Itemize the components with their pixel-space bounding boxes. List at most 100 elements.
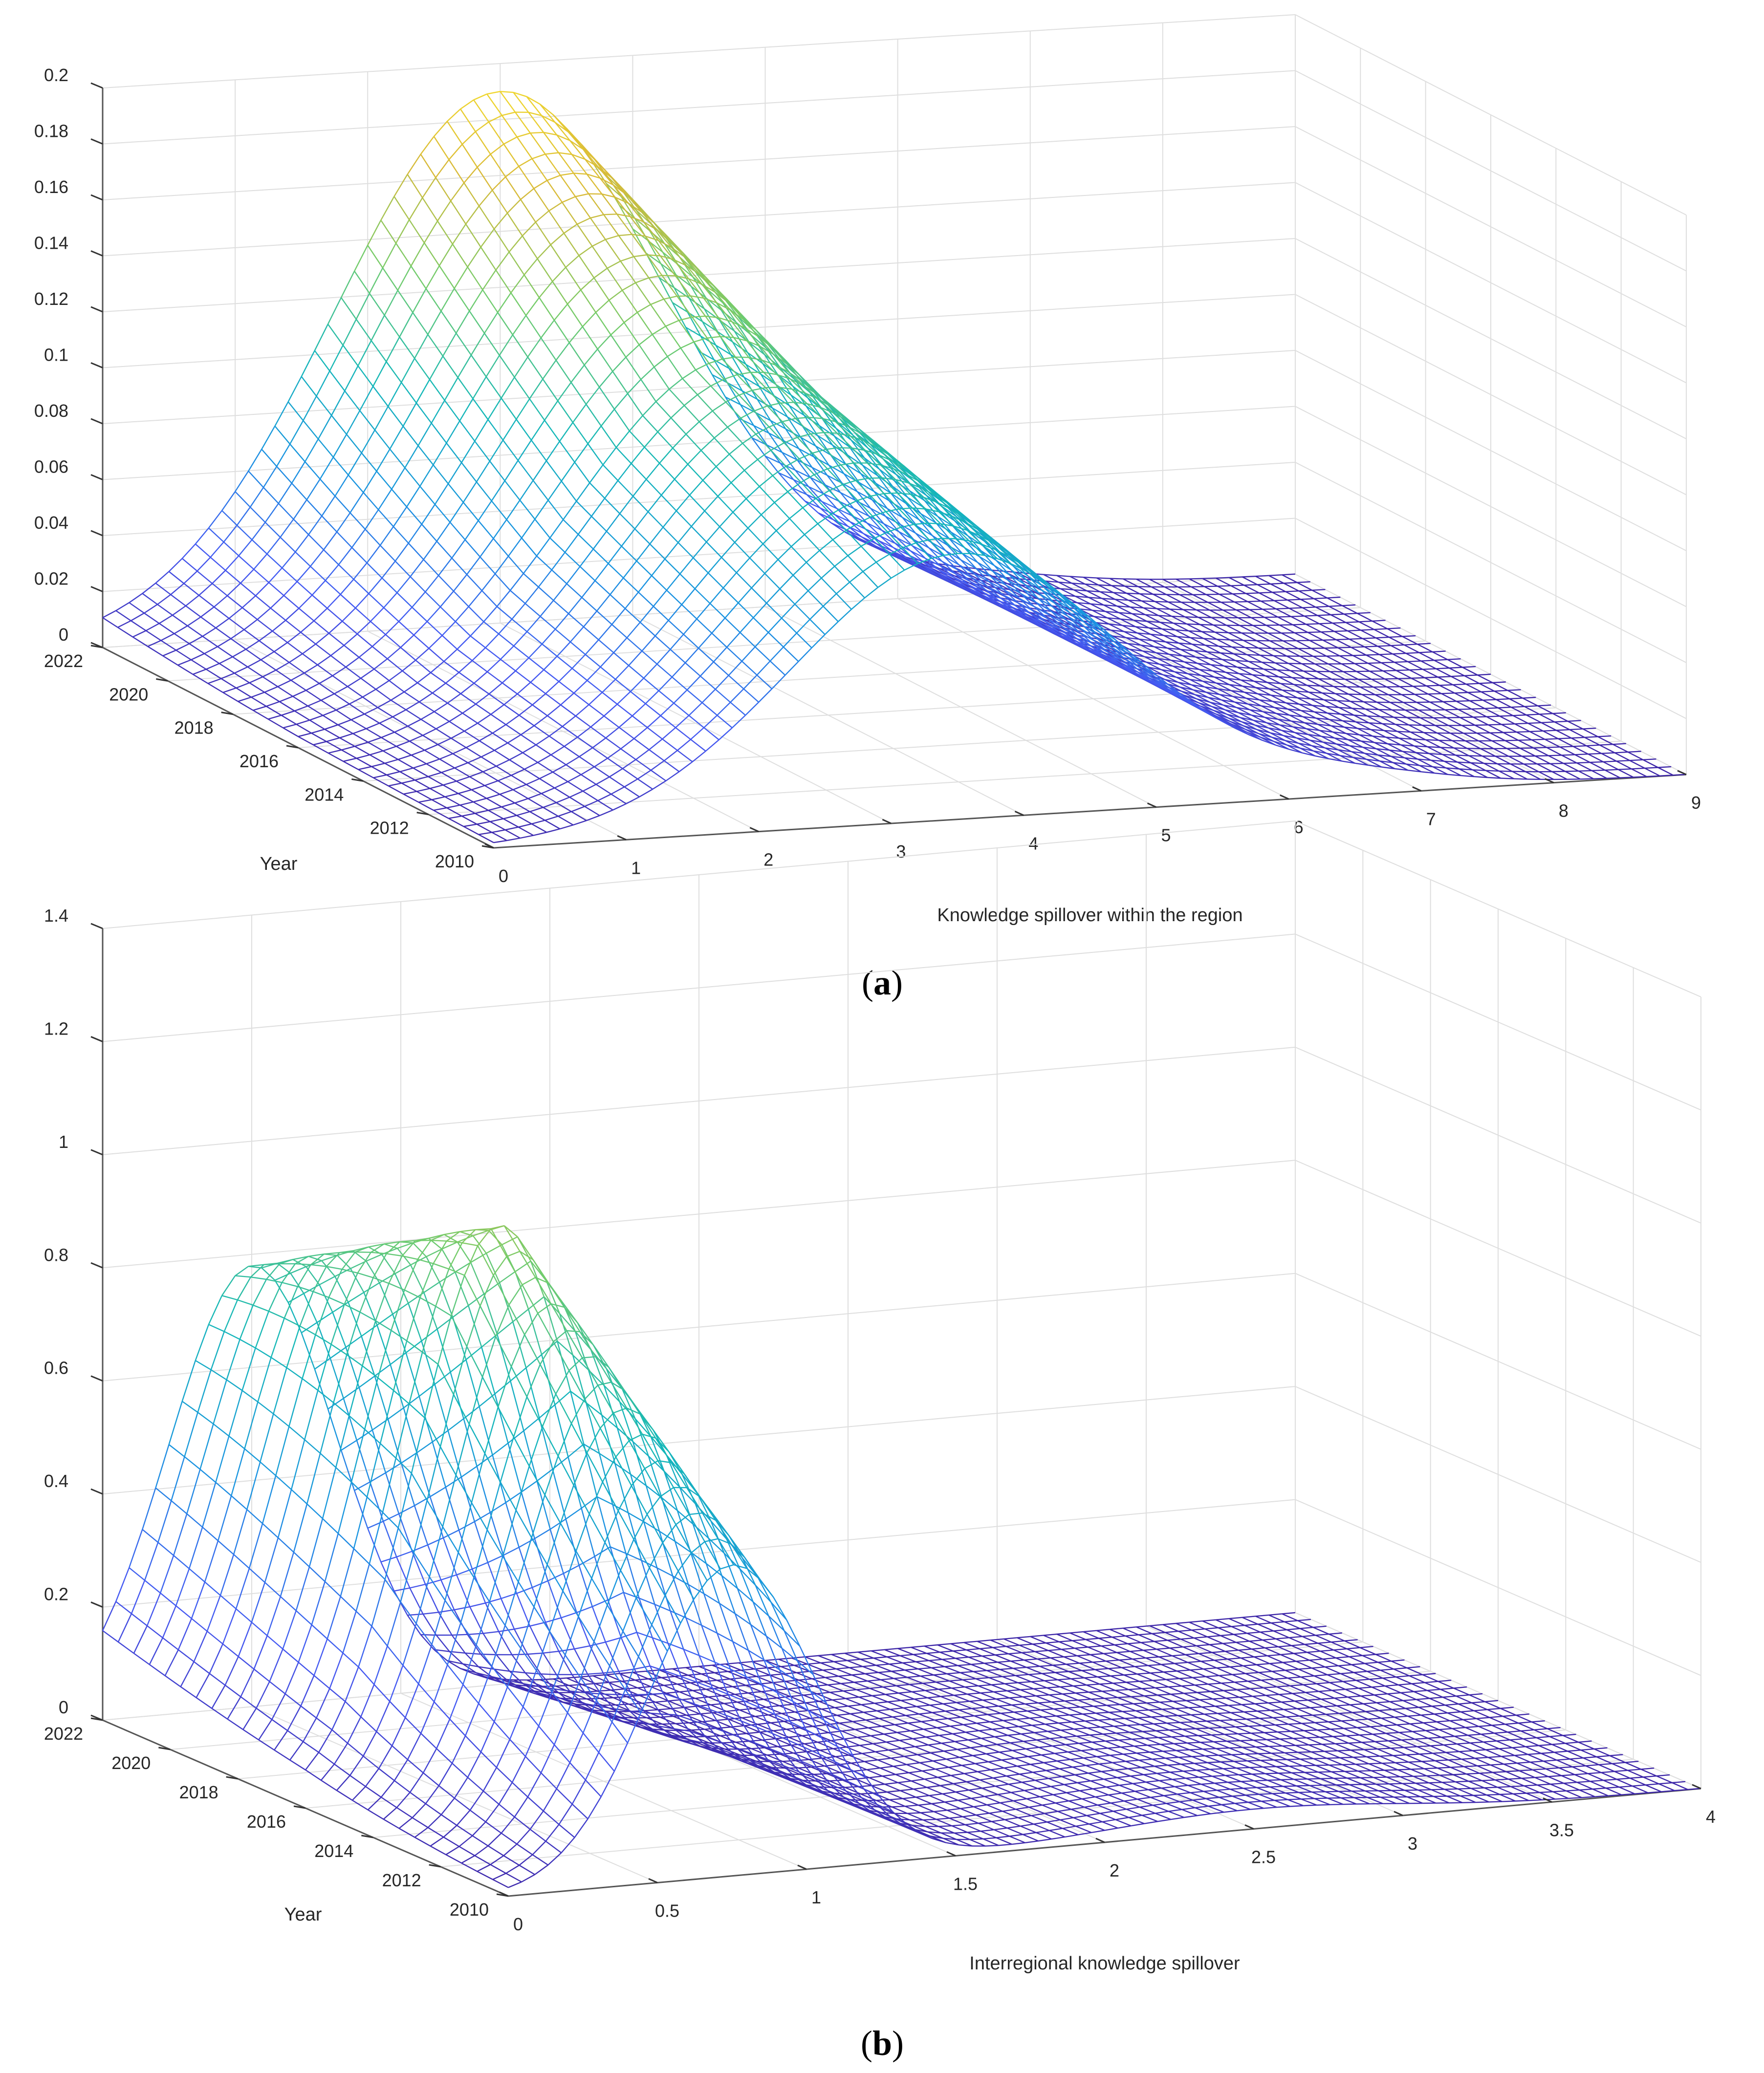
mesh-segment-x	[1120, 618, 1134, 621]
mesh-segment-x	[868, 516, 883, 531]
mesh-segment-y	[1158, 615, 1174, 624]
mesh-segment-x	[489, 439, 504, 462]
mesh-segment-x	[475, 693, 490, 705]
mesh-segment-x	[662, 252, 677, 276]
mesh-segment-x	[872, 511, 886, 517]
mesh-segment-x	[196, 557, 211, 572]
mesh-segment-x	[404, 682, 418, 692]
mesh-segment-x	[632, 1670, 646, 1673]
mesh-segment-y	[168, 571, 185, 584]
mesh-segment-x	[1254, 680, 1267, 683]
mesh-segment-x	[761, 502, 775, 516]
mesh-segment-y	[407, 725, 423, 736]
mesh-segment-y	[544, 820, 561, 830]
mesh-segment-y	[774, 502, 790, 519]
mesh-segment-y	[336, 709, 352, 720]
mesh-segment-x	[401, 358, 415, 383]
mesh-segment-y	[404, 691, 420, 703]
mesh-segment-y	[1605, 769, 1620, 778]
panel-b-chart: 00.511.522.533.5420102012201420162018202…	[44, 821, 1716, 1974]
mesh-segment-x	[545, 441, 560, 461]
mesh-segment-x	[602, 679, 616, 693]
mesh-segment-y	[1238, 617, 1254, 626]
mesh-segment-y	[1098, 584, 1114, 593]
mesh-segment-y	[1212, 670, 1228, 679]
mesh-segment-y	[794, 379, 810, 393]
mesh-segment-y	[1297, 582, 1312, 591]
mesh-segment-x	[1368, 764, 1382, 768]
mesh-segment-x	[1036, 577, 1051, 587]
mesh-segment-y	[1265, 675, 1281, 684]
mesh-segment-y	[395, 243, 412, 267]
mesh-segment-y	[1328, 663, 1344, 672]
mesh-segment-y	[900, 527, 916, 543]
mesh-segment-x	[994, 565, 1008, 581]
mesh-segment-y	[777, 559, 794, 576]
mesh-segment-y	[1190, 637, 1206, 646]
mesh-segment-x	[261, 651, 275, 661]
mesh-segment-y	[704, 510, 720, 527]
mesh-segment-y	[1398, 737, 1415, 747]
mesh-segment-y	[300, 631, 316, 645]
mesh-segment-x	[1174, 671, 1188, 674]
mesh-segment-y	[225, 570, 241, 584]
mesh-segment-x	[1214, 676, 1228, 679]
mesh-segment-y	[745, 498, 762, 516]
mesh-segment-x	[471, 785, 485, 791]
mesh-segment-y	[1310, 698, 1326, 707]
mesh-segment-y	[414, 779, 431, 789]
mesh-segment-x	[461, 813, 476, 817]
mesh-segment-y	[540, 337, 557, 361]
mesh-segment-x	[1197, 663, 1211, 666]
mesh-segment-y	[628, 665, 644, 679]
mesh-segment-y	[1224, 617, 1240, 626]
mesh-segment-x	[1408, 770, 1421, 773]
mesh-segment-y	[1412, 738, 1428, 748]
mesh-segment-x	[532, 693, 546, 706]
mesh-segment-x	[1282, 690, 1296, 692]
mesh-segment-x	[1145, 614, 1159, 616]
mesh-segment-y	[1292, 726, 1308, 735]
mesh-segment-y	[553, 600, 569, 614]
mesh-segment-x	[863, 533, 877, 544]
mesh-segment-x	[292, 690, 306, 697]
mesh-segment-x	[588, 691, 603, 705]
mesh-segment-y	[383, 750, 398, 760]
mesh-segment-y	[1000, 597, 1016, 606]
mesh-segment-x	[542, 628, 556, 645]
mesh-segment-y	[923, 561, 939, 570]
mesh-segment-y	[486, 93, 502, 116]
mesh-segment-y	[1327, 713, 1343, 721]
mesh-segment-x	[1222, 721, 1236, 729]
mesh-segment-y	[1047, 618, 1063, 627]
mesh-segment-y	[253, 710, 269, 720]
mesh-segment-x	[734, 527, 749, 543]
mesh-segment-x	[792, 561, 807, 576]
mesh-segment-y	[640, 379, 656, 402]
mesh-segment-x	[251, 691, 265, 698]
mesh-segment-x	[1220, 694, 1233, 697]
mesh-segment-x	[1560, 746, 1573, 748]
mesh-segment-y	[820, 407, 836, 422]
mesh-segment-y	[323, 549, 339, 565]
mesh-segment-x	[715, 291, 729, 303]
mesh-segment-y	[700, 335, 717, 346]
mesh-segment-y	[1223, 665, 1240, 674]
mesh-segment-x	[1175, 629, 1189, 632]
mesh-segment-x	[767, 402, 781, 407]
mesh-segment-x	[1484, 707, 1498, 709]
mesh-segment-y	[612, 371, 629, 394]
mesh-segment-y	[1361, 740, 1377, 750]
mesh-segment-y	[897, 1648, 914, 1655]
mesh-segment-x	[722, 356, 736, 360]
mesh-segment-x	[1236, 707, 1250, 711]
mesh-segment-y	[1469, 700, 1485, 709]
mesh-segment-y	[610, 594, 626, 609]
mesh-segment-x	[1383, 669, 1396, 672]
mesh-segment-x	[1103, 604, 1117, 607]
mesh-segment-x	[340, 579, 354, 595]
mesh-segment-x	[624, 312, 638, 323]
mesh-segment-y	[227, 595, 243, 608]
mesh-segment-x	[717, 702, 731, 716]
mesh-segment-x	[391, 467, 406, 490]
